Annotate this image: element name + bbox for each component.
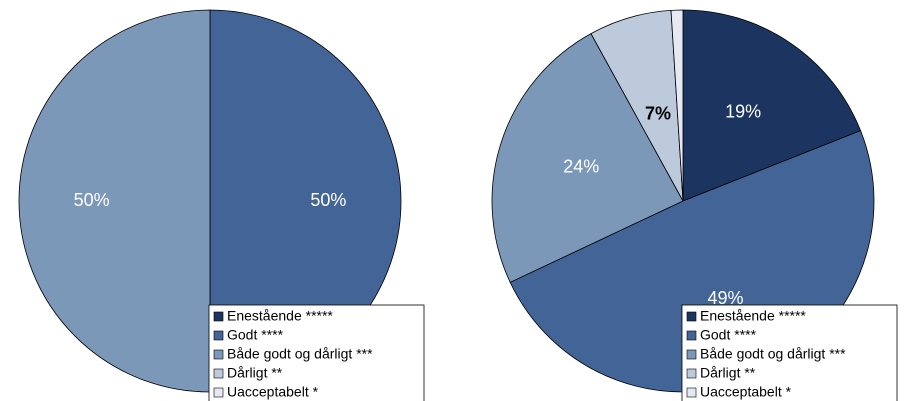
legend-entry-label: Godt ****	[227, 327, 284, 343]
legend-swatch	[686, 330, 697, 341]
legend-entry-label: Dårligt **	[700, 365, 756, 381]
pie-chart-1: 50% 50% Enestående ***** Godt **** Både godt…	[18, 9, 425, 401]
legend-entry-label: Enestående *****	[227, 308, 333, 324]
legend-swatch	[213, 311, 224, 322]
legend-swatch	[213, 387, 224, 398]
slice-data-label: 19%	[725, 101, 761, 121]
legend-swatch	[686, 368, 697, 379]
chart-legend: Enestående ***** Godt **** Både godt og då…	[208, 304, 425, 401]
legend-entry-label: Uacceptabelt *	[700, 384, 792, 400]
legend-entry-label: Enestående *****	[700, 308, 806, 324]
legend-swatch	[213, 368, 224, 379]
legend-entry-label: Både godt og dårligt ***	[700, 346, 846, 362]
pie-slice	[682, 9, 862, 202]
legend-entry-label: Uacceptabelt *	[227, 384, 319, 400]
chart-legend: Enestående ***** Godt **** Både godt og då…	[681, 304, 898, 401]
legend-swatch	[686, 387, 697, 398]
pie-slice	[670, 9, 684, 202]
slice-data-label: 24%	[563, 157, 599, 177]
legend-entry-label: Både godt og dårligt ***	[227, 346, 373, 362]
legend-swatch	[686, 349, 697, 360]
legend-entry-label: Godt ****	[700, 327, 757, 343]
legend-box	[208, 304, 425, 401]
legend-box	[681, 304, 898, 401]
legend-swatch	[213, 349, 224, 360]
pie-slice	[491, 33, 684, 283]
slice-data-label: 7%	[645, 104, 671, 124]
slice-data-label: 49%	[707, 288, 743, 308]
pie-chart-2: 19% 49% 24% 7% Enestående ***** Godt **** Både…	[491, 9, 898, 401]
slice-data-label: 50%	[74, 190, 110, 210]
slice-data-label: 50%	[310, 190, 346, 210]
legend-swatch	[686, 311, 697, 322]
legend-swatch	[213, 330, 224, 341]
legend-entry-label: Dårligt **	[227, 365, 283, 381]
pie-slice	[18, 9, 211, 393]
